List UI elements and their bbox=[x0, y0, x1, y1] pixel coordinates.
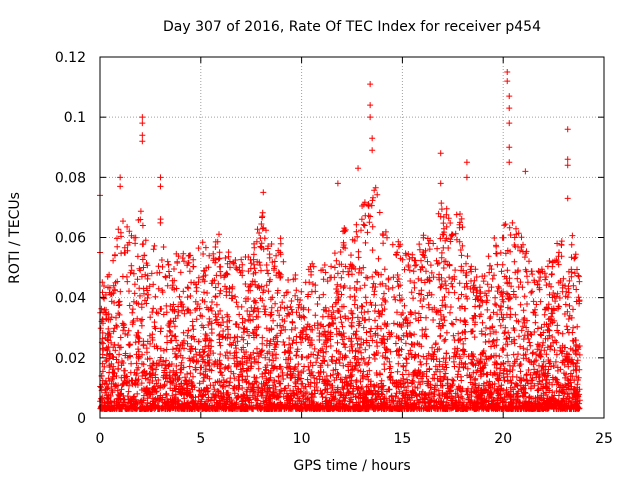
data-points bbox=[97, 69, 583, 412]
y-tick-label: 0.04 bbox=[55, 291, 86, 307]
axis-ticks bbox=[99, 56, 605, 419]
x-tick-labels: 0 5 10 15 20 25 bbox=[96, 431, 613, 447]
x-tick-label: 10 bbox=[293, 431, 311, 447]
data-point bbox=[117, 183, 124, 190]
data-point bbox=[504, 69, 511, 76]
x-tick-label: 25 bbox=[595, 431, 613, 447]
data-point bbox=[369, 135, 376, 142]
y-tick-label: 0.12 bbox=[55, 50, 86, 66]
y-tick-label: 0.1 bbox=[64, 110, 86, 126]
data-point bbox=[367, 114, 374, 121]
data-point bbox=[463, 159, 470, 166]
data-point bbox=[506, 144, 513, 151]
x-tick-label: 5 bbox=[196, 431, 205, 447]
data-point bbox=[506, 159, 513, 166]
x-tick-label: 15 bbox=[393, 431, 411, 447]
data-point bbox=[504, 78, 511, 85]
data-point bbox=[355, 165, 362, 172]
data-point bbox=[334, 180, 341, 187]
data-point bbox=[437, 150, 444, 157]
data-point bbox=[564, 195, 571, 202]
data-point bbox=[522, 168, 529, 175]
data-point bbox=[506, 105, 513, 112]
data-point bbox=[260, 189, 267, 196]
data-point bbox=[564, 162, 571, 169]
y-axis-label: ROTI / TECUs bbox=[7, 192, 23, 284]
x-axis-label: GPS time / hours bbox=[293, 458, 410, 474]
y-tick-label: 0.06 bbox=[55, 231, 86, 247]
y-tick-label: 0.02 bbox=[55, 351, 86, 367]
y-tick-label: 0 bbox=[77, 411, 86, 427]
data-point bbox=[564, 126, 571, 133]
data-point bbox=[369, 147, 376, 154]
data-point bbox=[139, 114, 146, 121]
data-point bbox=[367, 102, 374, 109]
data-point bbox=[437, 180, 444, 187]
data-point-cloud bbox=[97, 184, 583, 412]
x-tick-label: 20 bbox=[494, 431, 512, 447]
data-point bbox=[117, 174, 124, 181]
y-tick-labels: 0 0.02 0.04 0.06 0.08 0.1 0.12 bbox=[55, 50, 86, 427]
data-point bbox=[506, 120, 513, 127]
x-tick-label: 0 bbox=[96, 431, 105, 447]
data-point bbox=[506, 93, 513, 100]
data-point bbox=[157, 183, 164, 190]
data-point bbox=[139, 132, 146, 139]
data-point bbox=[157, 174, 164, 181]
data-point bbox=[564, 156, 571, 163]
y-tick-label: 0.08 bbox=[55, 170, 86, 186]
data-point bbox=[139, 138, 146, 145]
chart-title: Day 307 of 2016, Rate Of TEC Index for r… bbox=[163, 19, 541, 35]
data-point bbox=[367, 81, 374, 88]
data-point bbox=[139, 120, 146, 127]
data-point bbox=[463, 174, 470, 181]
